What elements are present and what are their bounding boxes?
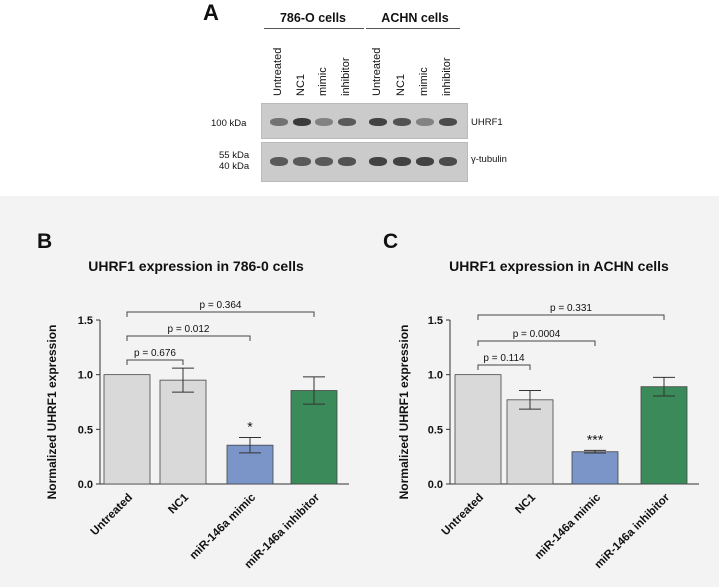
significance-marker: *** [587,431,604,447]
y-tick-label: 0.5 [78,424,93,436]
tubulin-band [338,157,356,166]
uhrf1-band [439,118,457,126]
panel-a-letter: A [203,0,219,25]
mw-100kda: 100 kDa [211,118,247,129]
tubulin-band [393,157,411,166]
blot-uhrf1 [261,103,468,139]
group-title-786o: 786-O cells [279,11,346,25]
bar [290,390,338,485]
uhrf1-band [338,118,356,126]
y-tick-label: 0.0 [78,479,93,491]
uhrf1-band [416,118,434,126]
y-axis-label: Normalized UHRF1 expression [397,325,411,500]
comparison-bracket [477,314,665,320]
tubulin-band [439,157,457,166]
y-tick-label: 1.0 [78,370,93,382]
uhrf1-band [270,118,288,126]
p-value-label: p = 0.364 [200,300,242,311]
lane-label: Untreated [272,47,284,96]
lane-label: mimic [418,67,430,96]
chart-title: UHRF1 expression in 786-0 cells [88,258,304,274]
p-value-label: p = 0.114 [483,353,525,364]
mw-55kda: 55 kDa [219,150,250,161]
bar [454,374,502,485]
protein-label-tubulin: γ-tubulin [471,154,507,165]
y-tick-label: 1.0 [428,370,443,382]
comparison-bracket [477,340,596,346]
lane-label: mimic [317,67,329,96]
comparison-bracket [126,311,315,317]
y-tick-label: 1.5 [78,315,93,327]
panel-a-western-blot: A 786-O cells ACHN cells Untreated NC1 mim… [0,0,719,196]
x-tick-label: miR-146a inhibitor [593,491,673,571]
lane-label: inhibitor [441,57,453,96]
p-value-label: p = 0.0004 [513,329,561,340]
lane-label: NC1 [395,73,407,96]
group-line-achn [366,28,460,29]
chart-title: UHRF1 expression in ACHN cells [449,258,669,274]
comparison-bracket [126,335,251,341]
y-tick-label: 0.0 [428,479,443,491]
x-tick-label: Untreated [89,492,135,538]
tubulin-band [293,157,311,166]
y-tick-label: 1.5 [428,315,443,327]
tubulin-band [315,157,333,166]
uhrf1-band [369,118,387,126]
p-value-label: p = 0.331 [550,303,592,314]
panel-letter: C [383,230,398,253]
mw-40kda: 40 kDa [219,161,250,172]
lane-label: NC1 [295,73,307,96]
chart-c: C UHRF1 expression in ACHN cells 0.0 0.5 1.0… [383,230,699,571]
lane-label: Untreated [371,47,383,96]
chart-b: B UHRF1 expression in 786-0 cells 0.0 0.5 1.… [37,230,349,571]
tubulin-band [416,157,434,166]
bar [226,444,274,485]
group-title-achn: ACHN cells [381,11,449,25]
group-line-786o [264,28,364,29]
comparison-bracket [477,364,531,370]
x-tick-label: NC1 [513,491,538,516]
lane-label: inhibitor [340,57,352,96]
tubulin-band [369,157,387,166]
x-tick-label: NC1 [166,491,191,516]
uhrf1-band [315,118,333,126]
x-tick-label: miR-146a mimic [188,491,259,562]
blot-tubulin [261,142,468,182]
uhrf1-band [393,118,411,126]
x-tick-label: Untreated [440,492,486,538]
panel-letter: B [37,230,52,253]
comparison-bracket [126,359,184,365]
bar [103,374,151,485]
significance-marker: * [247,419,253,435]
protein-label-uhrf1: UHRF1 [471,117,503,128]
x-tick-label: miR-146a mimic [533,491,604,562]
bar [506,399,554,485]
y-tick-label: 0.5 [428,424,443,436]
bar [159,379,207,485]
p-value-label: p = 0.676 [134,348,176,359]
tubulin-band [270,157,288,166]
y-axis-label: Normalized UHRF1 expression [45,325,59,500]
p-value-label: p = 0.012 [168,324,210,335]
bar [640,386,688,485]
uhrf1-band [293,118,311,126]
bar [571,451,619,485]
